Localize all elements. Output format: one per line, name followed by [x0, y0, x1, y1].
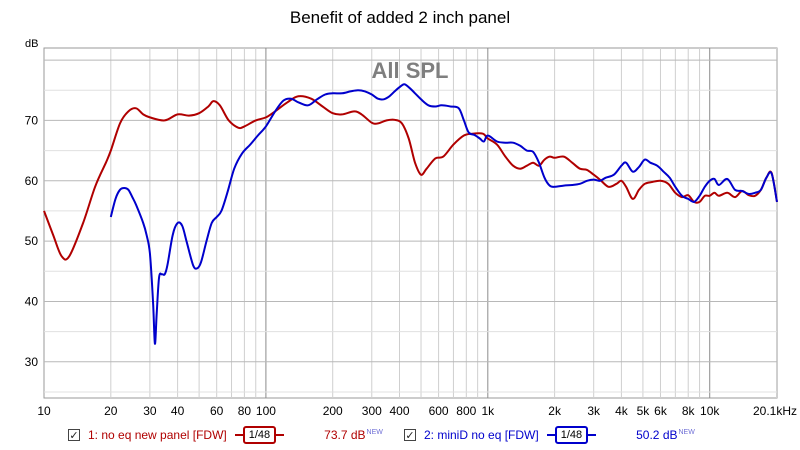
x-axis-ticks: 10 20 30 40 60 80 100 200 300 400 600 800 1k 2k 3k 4k 5k…	[37, 404, 797, 418]
x-tick-label: 5k	[637, 404, 651, 418]
x-tick-label: 600	[429, 404, 449, 418]
y-tick-label: 60	[25, 174, 39, 188]
x-tick-label: 1k	[481, 404, 495, 418]
x-tick-label: 2k	[548, 404, 562, 418]
legend-level-2: 50.2 dBNEW	[636, 428, 695, 442]
smoothing-value-1: 1/48	[242, 426, 277, 444]
x-tick-label: 40	[171, 404, 185, 418]
legend-level-1: 73.7 dBNEW	[324, 428, 383, 442]
series-lines	[43, 83, 778, 345]
series-line-1	[43, 95, 778, 261]
smoothing-value-2: 1/48	[554, 426, 589, 444]
legend-label-1: 1: no eq new panel [FDW]	[88, 428, 227, 442]
new-tag: NEW	[678, 429, 695, 436]
y-tick-label: 30	[25, 355, 39, 369]
x-tick-label: 20.1kHz	[753, 404, 797, 418]
x-tick-label: 300	[362, 404, 382, 418]
legend-label-2: 2: miniD no eq [FDW]	[424, 428, 539, 442]
x-tick-label: 3k	[587, 404, 601, 418]
chart-title: Benefit of added 2 inch panel	[289, 8, 511, 27]
legend-item-1: ✓ 1: no eq new panel [FDW] 1/48 73.7 dBN…	[68, 426, 383, 444]
x-tick-label: 100	[256, 404, 276, 418]
legend-item-2: ✓ 2: miniD no eq [FDW] 1/48 50.2 dBNEW	[404, 426, 695, 444]
y-tick-label: 70	[25, 113, 39, 127]
plot-area	[43, 47, 778, 399]
x-tick-label: 20	[104, 404, 118, 418]
y-tick-label: 40	[25, 294, 39, 308]
watermark-label: All SPL	[371, 58, 448, 83]
series-line-2	[109, 83, 778, 345]
smoothing-button-2[interactable]: 1/48	[546, 426, 597, 444]
legend-checkbox-1[interactable]: ✓	[68, 429, 80, 442]
x-tick-label: 10k	[700, 404, 720, 418]
x-tick-label: 200	[323, 404, 343, 418]
x-tick-label: 30	[143, 404, 157, 418]
x-tick-label: 8k	[682, 404, 696, 418]
x-tick-label: 10	[37, 404, 51, 418]
legend-checkbox-2[interactable]: ✓	[404, 429, 416, 442]
y-tick-label: 50	[25, 234, 39, 248]
y-axis-ticks: 30 40 50 60 70	[25, 113, 39, 368]
new-tag: NEW	[366, 429, 383, 436]
x-tick-label: 800	[456, 404, 476, 418]
smoothing-button-1[interactable]: 1/48	[234, 426, 285, 444]
x-tick-label: 4k	[615, 404, 629, 418]
x-tick-label: 60	[210, 404, 224, 418]
y-axis-label: dB	[25, 38, 38, 50]
x-tick-label: 80	[238, 404, 252, 418]
x-tick-label: 400	[389, 404, 409, 418]
x-tick-label: 6k	[654, 404, 668, 418]
